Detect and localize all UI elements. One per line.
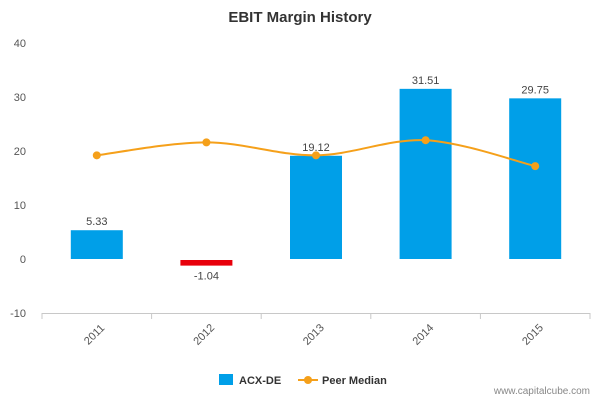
bar-2011[interactable]	[70, 230, 123, 259]
peer-median-point-2012[interactable]	[202, 138, 211, 147]
data-labels: 5.33 -1.04 19.12 31.51 29.75	[86, 75, 549, 283]
bar-value-label: -1.04	[194, 271, 219, 283]
legend: ACX-DE Peer Median	[219, 374, 387, 387]
bar-series-acx-de	[70, 88, 562, 266]
bar-value-label: 19.12	[302, 142, 330, 154]
peer-median-point-2014[interactable]	[421, 136, 430, 145]
bar-2014[interactable]	[399, 88, 452, 259]
watermark: www.capitalcube.com	[493, 386, 590, 397]
x-axis: 2011 2012 2013 2014 2015	[41, 313, 591, 348]
y-tick-label: 40	[14, 38, 26, 50]
legend-swatch-acx-de	[219, 374, 233, 385]
x-tick-label: 2013	[301, 322, 327, 348]
legend-label-acx-de: ACX-DE	[239, 375, 281, 387]
y-axis: -10 0 10 20 30 40	[10, 38, 26, 320]
y-tick-label: -10	[10, 308, 26, 320]
y-tick-label: 20	[14, 146, 26, 158]
y-tick-label: 10	[14, 200, 26, 212]
peer-median-point-2011[interactable]	[92, 151, 101, 160]
peer-median-point-2015[interactable]	[531, 162, 540, 171]
bar-2012[interactable]	[180, 260, 233, 266]
x-tick-label: 2015	[520, 322, 546, 348]
bar-2013[interactable]	[290, 155, 342, 259]
chart-title: EBIT Margin History	[228, 9, 372, 26]
bar-value-label: 31.51	[412, 75, 440, 87]
legend-item-peer-median[interactable]: Peer Median	[298, 375, 387, 387]
y-tick-label: 30	[14, 92, 26, 104]
peer-median-point-2013[interactable]	[312, 151, 320, 160]
bar-value-label: 5.33	[86, 216, 107, 228]
legend-label-peer-median: Peer Median	[322, 375, 387, 387]
legend-marker-peer-median	[304, 376, 312, 384]
line-series-peer-median	[92, 136, 540, 171]
x-tick-label: 2011	[82, 322, 107, 347]
bar-2015[interactable]	[509, 98, 562, 259]
x-tick-label: 2012	[191, 322, 217, 348]
bar-value-label: 29.75	[521, 84, 549, 96]
y-tick-label: 0	[20, 254, 26, 266]
legend-item-acx-de[interactable]: ACX-DE	[219, 374, 281, 387]
x-tick-label: 2014	[411, 322, 437, 348]
